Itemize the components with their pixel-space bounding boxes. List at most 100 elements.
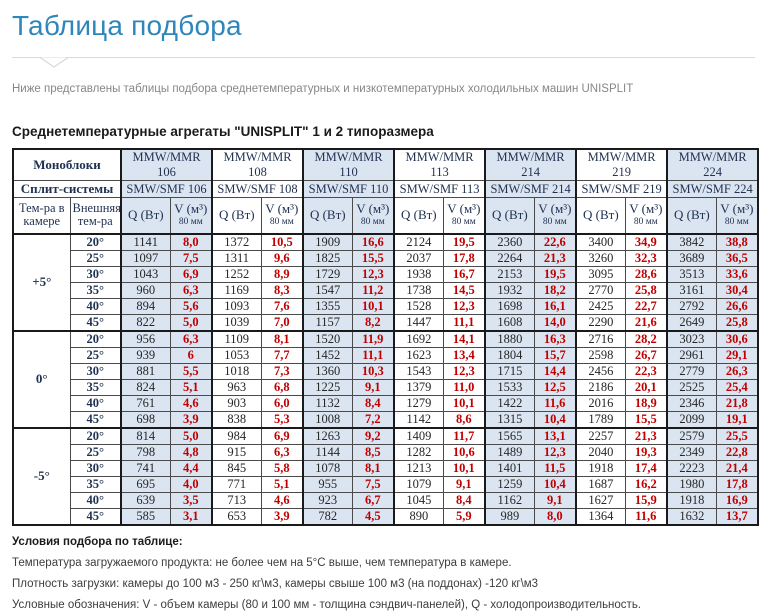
table-head: Моноблоки MMW/MMR 106 MMW/MMR 108 MMW/MMR 1… — [12, 148, 759, 235]
q-column-header: Q (Вт) — [575, 197, 626, 235]
v-value-cell: 3,9 — [260, 507, 304, 525]
q-value-cell: 1543 — [393, 362, 444, 380]
q-value-cell: 1045 — [393, 491, 444, 509]
v-value-cell: 9,2 — [351, 426, 395, 445]
v-column-header: V (м³) 80 мм — [169, 197, 213, 235]
q-value-cell: 1379 — [393, 378, 444, 396]
external-temp-cell: 25° — [69, 443, 122, 461]
v-value-cell: 16,2 — [624, 475, 668, 493]
q-value-cell: 1213 — [393, 459, 444, 477]
v-value-cell: 9,1 — [533, 491, 577, 509]
chamber-temp-cell: -5° — [12, 426, 71, 525]
external-temp-cell: 25° — [69, 346, 122, 364]
v-header-main: V (м³) — [629, 200, 663, 216]
v-value-cell: 25,8 — [624, 281, 668, 299]
q-value-cell: 2346 — [666, 394, 717, 412]
v-value-cell: 8,4 — [351, 394, 395, 412]
q-value-cell: 1692 — [393, 329, 444, 348]
q-value-cell: 2099 — [666, 410, 717, 428]
v-value-cell: 13,4 — [442, 346, 486, 364]
q-value-cell: 1547 — [302, 281, 353, 299]
q-value-cell: 1918 — [575, 459, 626, 477]
q-value-cell: 1079 — [393, 475, 444, 493]
v-value-cell: 12,3 — [533, 443, 577, 461]
external-temp-cell: 45° — [69, 410, 122, 428]
v-value-cell: 10,6 — [442, 443, 486, 461]
page-title: Таблица подбора — [12, 10, 242, 41]
q-value-cell: 2016 — [575, 394, 626, 412]
q-value-cell: 782 — [302, 507, 353, 525]
v-value-cell: 30,4 — [715, 281, 759, 299]
q-value-cell: 1698 — [484, 297, 535, 315]
q-value-cell: 2124 — [393, 233, 444, 251]
q-value-cell: 2456 — [575, 362, 626, 380]
v-header-main: V (м³) — [720, 200, 754, 216]
v-value-cell: 6,3 — [169, 281, 213, 299]
v-value-cell: 34,9 — [624, 233, 668, 251]
v-value-cell: 4,6 — [260, 491, 304, 509]
q-value-cell: 698 — [120, 410, 171, 428]
q-value-cell: 1909 — [302, 233, 353, 251]
model-monoblock: MMW/MMR 219 — [575, 148, 668, 181]
q-value-cell: 2792 — [666, 297, 717, 315]
model-split: SMW/SMF 108 — [211, 180, 304, 198]
q-value-cell: 1918 — [666, 491, 717, 509]
v-value-cell: 11,6 — [624, 507, 668, 525]
q-value-cell: 1627 — [575, 491, 626, 509]
v-value-cell: 32,3 — [624, 249, 668, 267]
q-value-cell: 2360 — [484, 233, 535, 251]
v-value-cell: 5,1 — [169, 378, 213, 396]
v-value-cell: 4,5 — [351, 507, 395, 525]
external-temp-header: Внешняя тем-ра — [69, 197, 122, 235]
table-row: 45° 698 3,9 838 5,3 1008 7,2 1142 8,6 1315 10,4 178… — [13, 410, 759, 428]
q-value-cell: 2779 — [666, 362, 717, 380]
table-row: 30° 741 4,4 845 5,8 1078 8,1 1213 10,1 1401 11,5 19… — [13, 459, 759, 477]
model-split: SMW/SMF 219 — [575, 180, 668, 198]
v-value-cell: 6,8 — [260, 378, 304, 396]
v-value-cell: 10,1 — [442, 394, 486, 412]
v-value-cell: 5,6 — [169, 297, 213, 315]
q-value-cell: 1804 — [484, 346, 535, 364]
q-value-cell: 3400 — [575, 233, 626, 251]
q-value-cell: 2290 — [575, 313, 626, 331]
v-value-cell: 12,3 — [351, 265, 395, 283]
q-value-cell: 915 — [211, 443, 262, 461]
v-value-cell: 26,3 — [715, 362, 759, 380]
q-value-cell: 1008 — [302, 410, 353, 428]
q-column-header: Q (Вт) — [484, 197, 535, 235]
v-value-cell: 12,5 — [533, 378, 577, 396]
v-value-cell: 15,7 — [533, 346, 577, 364]
v-value-cell: 14,5 — [442, 281, 486, 299]
v-value-cell: 6,0 — [260, 394, 304, 412]
v-header-main: V (м³) — [538, 200, 572, 216]
v-value-cell: 6,9 — [169, 265, 213, 283]
table-row: 40° 894 5,6 1093 7,6 1355 10,1 1528 12,3 1698 16,1… — [13, 297, 759, 315]
v-value-cell: 6,3 — [169, 329, 213, 348]
external-temp-cell: 20° — [69, 426, 122, 445]
q-value-cell: 845 — [211, 459, 262, 477]
q-value-cell: 1157 — [302, 313, 353, 331]
q-value-cell: 1533 — [484, 378, 535, 396]
q-value-cell: 1364 — [575, 507, 626, 525]
v-value-cell: 14,0 — [533, 313, 577, 331]
q-value-cell: 1932 — [484, 281, 535, 299]
v-value-cell: 3,5 — [169, 491, 213, 509]
table-row: 35° 824 5,1 963 6,8 1225 9,1 1379 11,0 1533 12,5 21… — [13, 378, 759, 396]
v-value-cell: 11,7 — [442, 426, 486, 445]
table-row: 40° 761 4,6 903 6,0 1132 8,4 1279 10,1 1422 11,6 20… — [13, 394, 759, 412]
q-column-header: Q (Вт) — [393, 197, 444, 235]
v-value-cell: 8,2 — [351, 313, 395, 331]
v-value-cell: 8,9 — [260, 265, 304, 283]
v-value-cell: 10,1 — [351, 297, 395, 315]
v-value-cell: 8,3 — [260, 281, 304, 299]
v-value-cell: 3,9 — [169, 410, 213, 428]
v-header-main: V (м³) — [447, 200, 481, 216]
table-row: 45° 822 5,0 1039 7,0 1157 8,2 1447 11,1 1608 14,0 2… — [13, 313, 759, 331]
v-value-cell: 29,1 — [715, 346, 759, 364]
v-value-cell: 22,7 — [624, 297, 668, 315]
q-value-cell: 989 — [484, 507, 535, 525]
q-value-cell: 2186 — [575, 378, 626, 396]
q-value-cell: 585 — [120, 507, 171, 525]
note-load-density: Плотность загрузки: камеры до 100 м3 - 2… — [12, 577, 539, 590]
q-value-cell: 1259 — [484, 475, 535, 493]
